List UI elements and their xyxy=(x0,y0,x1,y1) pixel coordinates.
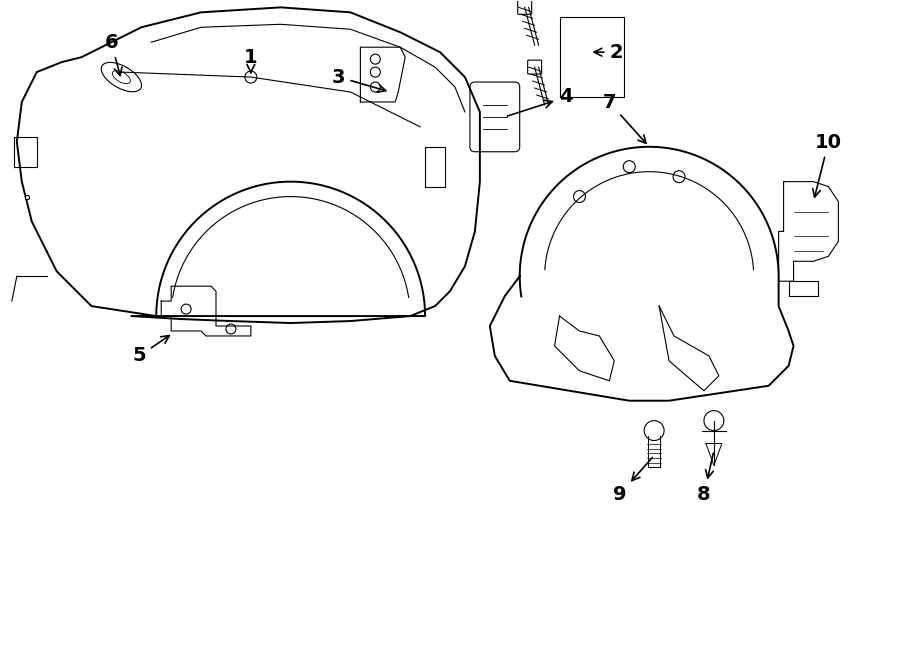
Circle shape xyxy=(370,82,381,92)
Text: 9: 9 xyxy=(613,457,652,504)
Text: 3: 3 xyxy=(332,67,386,93)
Text: 8: 8 xyxy=(698,453,714,504)
Text: 2: 2 xyxy=(594,43,623,61)
Text: 1: 1 xyxy=(244,48,257,73)
Circle shape xyxy=(624,161,635,173)
Circle shape xyxy=(673,171,685,182)
Ellipse shape xyxy=(101,62,141,92)
Circle shape xyxy=(245,71,256,83)
Ellipse shape xyxy=(112,71,130,84)
FancyBboxPatch shape xyxy=(527,60,542,74)
Circle shape xyxy=(573,190,585,202)
Circle shape xyxy=(370,67,381,77)
Text: 7: 7 xyxy=(603,93,646,143)
FancyBboxPatch shape xyxy=(470,82,519,152)
Text: 6: 6 xyxy=(104,33,122,75)
Circle shape xyxy=(181,304,191,314)
Circle shape xyxy=(370,54,381,64)
Text: 4: 4 xyxy=(508,87,573,116)
Text: 10: 10 xyxy=(813,133,842,197)
Circle shape xyxy=(644,420,664,440)
FancyBboxPatch shape xyxy=(518,1,532,15)
Circle shape xyxy=(704,410,724,430)
Text: 5: 5 xyxy=(132,336,169,366)
Circle shape xyxy=(226,324,236,334)
